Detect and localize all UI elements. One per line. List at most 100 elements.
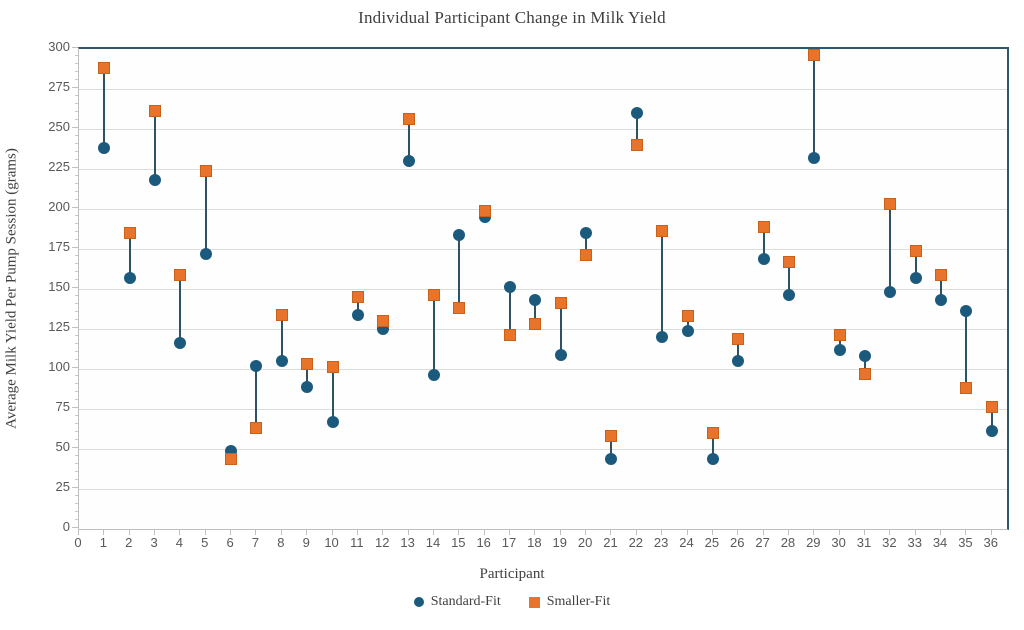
- connector-line: [103, 68, 106, 149]
- y-minor-tick-mark: [75, 215, 78, 216]
- x-tick-label: 15: [451, 535, 466, 550]
- y-minor-tick-mark: [75, 191, 78, 192]
- gridline: [79, 369, 1007, 370]
- data-point-standard-fit: [427, 369, 440, 382]
- x-tick-label: 3: [150, 535, 158, 550]
- x-tick-mark: [458, 530, 460, 535]
- y-tick-mark: [72, 247, 78, 248]
- y-tick-mark: [72, 167, 78, 168]
- y-minor-tick-mark: [75, 231, 78, 232]
- y-minor-tick-mark: [75, 159, 78, 160]
- y-minor-tick-mark: [75, 151, 78, 152]
- data-point-smaller-fit: [225, 452, 238, 465]
- y-minor-tick-mark: [75, 295, 78, 296]
- y-minor-tick-mark: [75, 135, 78, 136]
- y-minor-tick-mark: [75, 255, 78, 256]
- gridline: [79, 329, 1007, 330]
- x-tick-label: 25: [704, 535, 720, 550]
- data-point-standard-fit: [985, 425, 998, 438]
- x-tick-label: 32: [882, 535, 897, 550]
- y-tick-mark: [72, 127, 78, 128]
- x-tick-label: 2: [125, 535, 133, 550]
- x-tick-mark: [940, 530, 942, 535]
- data-point-smaller-fit: [174, 268, 187, 281]
- x-tick-label: 28: [780, 535, 796, 550]
- data-point-standard-fit: [250, 359, 263, 372]
- y-tick-label: 225: [48, 159, 70, 174]
- gridline: [79, 489, 1007, 490]
- data-point-smaller-fit: [301, 358, 314, 371]
- x-tick-mark: [559, 530, 561, 535]
- connector-line: [914, 250, 917, 278]
- data-point-standard-fit: [757, 252, 770, 265]
- x-tick-mark: [382, 530, 384, 535]
- y-minor-tick-mark: [75, 375, 78, 376]
- x-tick-label: 19: [552, 535, 567, 550]
- x-tick-label: 9: [302, 535, 310, 550]
- y-tick-label: 100: [48, 359, 70, 374]
- data-point-smaller-fit: [656, 225, 669, 238]
- y-minor-tick-mark: [75, 479, 78, 480]
- legend-label: Smaller-Fit: [546, 594, 611, 609]
- x-tick-mark: [585, 530, 587, 535]
- connector-line: [154, 111, 157, 181]
- y-minor-tick-mark: [75, 103, 78, 104]
- x-tick-mark: [711, 530, 713, 535]
- y-tick-label: 0: [62, 519, 70, 534]
- x-tick-label: 30: [831, 535, 846, 550]
- data-point-smaller-fit: [605, 430, 618, 443]
- x-tick-mark: [103, 530, 105, 535]
- connector-line: [128, 233, 131, 278]
- data-point-smaller-fit: [326, 361, 339, 374]
- connector-line: [534, 300, 537, 325]
- data-point-smaller-fit: [453, 302, 466, 315]
- x-tick-mark: [610, 530, 612, 535]
- y-tick-mark: [72, 327, 78, 328]
- data-point-standard-fit: [605, 452, 618, 465]
- data-point-standard-fit: [453, 228, 466, 241]
- y-minor-tick-mark: [75, 399, 78, 400]
- y-tick-mark: [72, 207, 78, 208]
- connector-line: [864, 356, 866, 374]
- plot-area: [78, 47, 1009, 530]
- data-point-standard-fit: [326, 415, 339, 428]
- y-minor-tick-mark: [75, 423, 78, 424]
- data-point-smaller-fit: [757, 220, 770, 233]
- x-tick-label: 27: [755, 535, 770, 550]
- gridline: [79, 249, 1007, 250]
- square-icon: [528, 596, 540, 608]
- gridline: [79, 169, 1007, 170]
- data-point-standard-fit: [275, 355, 288, 367]
- y-minor-tick-mark: [75, 519, 78, 520]
- x-tick-label: 21: [603, 535, 618, 550]
- x-tick-mark: [787, 530, 789, 535]
- x-tick-mark: [78, 530, 79, 535]
- data-point-smaller-fit: [427, 289, 440, 302]
- data-point-smaller-fit: [706, 427, 719, 439]
- x-tick-label: 23: [653, 535, 669, 550]
- data-point-smaller-fit: [554, 297, 567, 310]
- y-tick-label: 250: [48, 119, 70, 134]
- gridline: [79, 129, 1007, 130]
- y-minor-tick-mark: [75, 119, 78, 120]
- y-minor-tick-mark: [75, 455, 78, 456]
- connector-line: [204, 170, 207, 254]
- y-minor-tick-mark: [75, 143, 78, 144]
- y-minor-tick-mark: [75, 383, 78, 384]
- circle-icon: [413, 597, 424, 607]
- y-minor-tick-mark: [75, 55, 78, 56]
- legend: Standard-Fit Smaller-Fit: [0, 594, 1024, 610]
- data-point-standard-fit: [960, 305, 973, 318]
- x-tick-label: 10: [324, 535, 339, 550]
- y-tick-label: 300: [48, 39, 70, 54]
- data-point-smaller-fit: [808, 49, 821, 62]
- x-tick-mark: [838, 530, 840, 535]
- data-point-standard-fit: [909, 271, 922, 284]
- data-point-standard-fit: [199, 247, 212, 260]
- y-tick-label: 125: [48, 319, 70, 334]
- x-tick-label: 35: [958, 535, 973, 550]
- y-tick-mark: [72, 487, 78, 488]
- data-point-standard-fit: [529, 294, 542, 307]
- x-tick-label: 6: [226, 535, 234, 550]
- data-point-standard-fit: [808, 151, 821, 164]
